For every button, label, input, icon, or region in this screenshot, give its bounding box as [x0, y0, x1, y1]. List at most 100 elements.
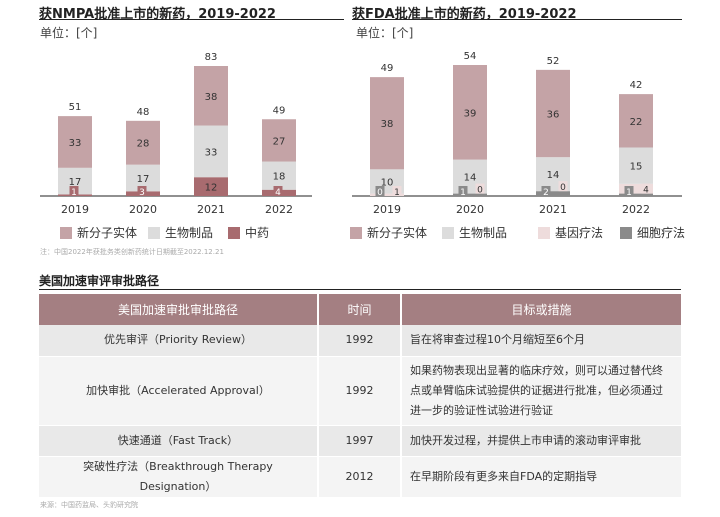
x-tick-label: 2019 — [61, 203, 89, 216]
table-section-rule — [39, 289, 681, 290]
x-tick-label: 2022 — [265, 203, 293, 216]
data-label: 38 — [381, 119, 394, 130]
small-value-badge — [641, 183, 651, 194]
data-label: 12 — [205, 183, 218, 194]
measure-cell: 加快开发过程，并提供上市申请的滚动审评审批 — [401, 425, 681, 457]
left-chart-note: 注：中国2022年获批务类创新药统计日期截至2022.12.21 — [40, 248, 224, 256]
legend-label: 生物制品 — [459, 226, 507, 240]
x-tick-label: 2021 — [539, 203, 567, 216]
data-label: 36 — [547, 110, 560, 121]
left-title-rule — [39, 19, 344, 20]
x-tick-label: 2020 — [129, 203, 157, 216]
header-measures: 目标或措施 — [401, 294, 681, 325]
approval-pathway-table: 美国加速审批审批路径 时间 目标或措施 优先审评（Priority Review… — [39, 294, 681, 498]
total-label: 54 — [464, 51, 477, 62]
small-value-badge — [624, 186, 634, 196]
data-label: 0 — [477, 186, 483, 196]
pathway-cell: 突破性疗法（Breakthrough Therapy Designation） — [39, 456, 319, 498]
data-label: 17 — [137, 174, 150, 185]
bar-segment — [536, 191, 570, 196]
total-label: 48 — [137, 107, 150, 118]
total-label: 49 — [273, 105, 286, 116]
data-label: 0 — [377, 188, 383, 198]
total-label: 83 — [205, 52, 218, 63]
legend-swatch — [442, 227, 454, 239]
legend-label: 新分子实体 — [77, 225, 137, 240]
bar-segment — [126, 120, 160, 165]
bar-segment — [536, 69, 570, 158]
small-value-badge — [541, 186, 551, 196]
small-value-badge — [558, 181, 568, 192]
bar-segment — [370, 193, 404, 196]
year-cell: 1992 — [318, 356, 402, 426]
total-label: 42 — [630, 80, 643, 91]
table-section-title: 美国加速审评审批路径 — [39, 274, 160, 288]
legend-swatch — [538, 227, 550, 239]
table-row: 突破性疗法（Breakthrough Therapy Designation） … — [39, 456, 681, 498]
table-header-row: 美国加速审批审批路径 时间 目标或措施 — [39, 294, 681, 325]
legend-label: 基因疗法 — [555, 226, 603, 240]
measure-cell: 在早期阶段有更多来自FDA的定期指导 — [401, 456, 681, 498]
data-label: 39 — [464, 108, 477, 119]
data-label: 1 — [460, 188, 466, 198]
source-note: 来源：中国药监局、头豹研究院 — [40, 501, 138, 509]
data-label: 28 — [137, 139, 150, 150]
right-title-rule — [352, 19, 682, 20]
right-chart-unit: 单位：[个] — [356, 26, 414, 40]
header-pathway: 美国加速审批审批路径 — [39, 294, 319, 325]
legend-swatch — [228, 227, 240, 239]
data-label: 17 — [69, 177, 82, 188]
data-label: 27 — [273, 136, 286, 147]
data-label: 33 — [205, 147, 218, 158]
legend-label: 生物制品 — [165, 226, 213, 240]
table-row: 优先审评（Priority Review） 1992 旨在将审查过程10个月缩短… — [39, 325, 681, 357]
small-value-badge — [392, 186, 402, 196]
nmpa-stacked-bar-chart: 1173351201931728482020123338832021418274… — [40, 52, 312, 240]
x-tick-label: 2019 — [373, 203, 401, 216]
year-cell: 2012 — [318, 456, 402, 498]
measure-cell: 旨在将审查过程10个月缩短至6个月 — [401, 325, 681, 357]
data-label: 33 — [69, 138, 82, 149]
pathway-cell: 快速通道（Fast Track） — [39, 425, 319, 457]
measure-cell: 如果药物表现出显著的临床疗效，则可以通过替代终点或单臂临床试验提供的证据进行批准… — [401, 356, 681, 426]
small-value-badge — [69, 186, 79, 196]
total-label: 49 — [381, 63, 394, 74]
data-label: 1 — [71, 188, 77, 198]
data-label: 22 — [630, 117, 643, 128]
x-tick-label: 2021 — [197, 203, 225, 216]
legend-label: 细胞疗法 — [637, 226, 685, 240]
year-cell: 1997 — [318, 425, 402, 457]
data-label: 15 — [630, 162, 643, 173]
small-value-badge — [273, 186, 283, 196]
table-row: 加快审批（Accelerated Approval） 1992 如果药物表现出显… — [39, 356, 681, 426]
legend-label: 新分子实体 — [367, 225, 427, 240]
right-chart-title: 获FDA批准上市的新药，2019-2022 — [352, 7, 577, 22]
bar-segment — [58, 116, 92, 168]
data-label: 1 — [394, 188, 400, 198]
small-value-badge — [375, 186, 385, 196]
bar-segment — [194, 125, 228, 178]
left-chart-title: 获NMPA批准上市的新药，2019-2022 — [39, 7, 276, 22]
bar-segment — [194, 66, 228, 126]
data-label: 14 — [547, 170, 560, 181]
x-tick-label: 2022 — [622, 203, 650, 216]
data-label: 10 — [381, 177, 394, 188]
bar-segment — [619, 94, 653, 148]
data-label: 4 — [643, 186, 649, 196]
header-time: 时间 — [318, 294, 402, 325]
data-label: 3 — [139, 188, 145, 198]
data-label: 18 — [273, 172, 286, 183]
small-value-badge — [458, 186, 468, 196]
pathway-cell: 加快审批（Accelerated Approval） — [39, 356, 319, 426]
bar-segment — [194, 177, 228, 196]
bar-segment — [619, 147, 653, 184]
total-label: 52 — [547, 56, 560, 67]
legend-swatch — [620, 227, 632, 239]
pathway-cell: 优先审评（Priority Review） — [39, 325, 319, 357]
small-value-badge — [137, 186, 147, 196]
bar-segment — [262, 161, 296, 190]
bar-segment — [453, 193, 487, 196]
x-tick-label: 2020 — [456, 203, 484, 216]
data-label: 4 — [275, 188, 281, 198]
